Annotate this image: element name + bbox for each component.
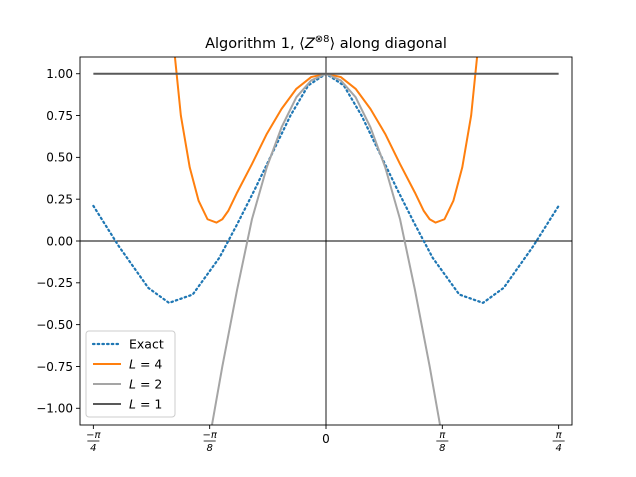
y-tick-label-0: 1.00 bbox=[46, 67, 73, 81]
title-part-before: Algorithm 1, ⟨ bbox=[205, 36, 305, 52]
series-group bbox=[92, 57, 560, 425]
x-axis: −π 4 −π 8 0 π 8 π 4 bbox=[86, 425, 565, 454]
x-tick-denominator-4: 4 bbox=[555, 443, 561, 454]
legend-label-0: Exact bbox=[129, 337, 164, 352]
chart-layer: 1.00 0.75 0.50 0.25 0.00 −0.25 −0.50 −0.75 −1.00… bbox=[36, 34, 573, 454]
y-tick-label-7: −0.75 bbox=[36, 360, 73, 374]
x-tick-denominator-3: 8 bbox=[439, 443, 445, 454]
x-tick-numerator-4: π bbox=[556, 430, 563, 441]
y-tick-label-6: −0.50 bbox=[36, 318, 73, 332]
y-tick-label-2: 0.50 bbox=[46, 151, 73, 165]
y-axis: 1.00 0.75 0.50 0.25 0.00 −0.25 −0.50 −0.75 −1.00 bbox=[36, 67, 80, 416]
legend-label-var-3: L bbox=[129, 397, 136, 412]
x-tick-numerator-1: −π bbox=[202, 430, 217, 441]
title-superscript: ⊗8 bbox=[315, 34, 330, 45]
y-tick-label-5: −0.25 bbox=[36, 276, 73, 290]
legend-label-rest-3: = 1 bbox=[136, 397, 162, 412]
x-tick-label-2: 0 bbox=[322, 432, 330, 446]
title-part-after: ⟩ along diagonal bbox=[330, 36, 447, 52]
x-tick-denominator-0: 4 bbox=[90, 443, 96, 454]
legend-box bbox=[85, 330, 176, 418]
y-tick-label-8: −1.00 bbox=[36, 402, 73, 416]
legend-label-rest-2: = 2 bbox=[136, 377, 162, 392]
x-tick-numerator-0: −π bbox=[86, 430, 101, 441]
x-tick-denominator-1: 8 bbox=[206, 443, 212, 454]
legend-label-3: L = 1 bbox=[129, 397, 162, 412]
legend-label-var-1: L bbox=[129, 357, 136, 372]
x-tick-numerator-3: π bbox=[439, 430, 446, 441]
legend-label-2: L = 2 bbox=[129, 377, 162, 392]
y-tick-label-1: 0.75 bbox=[46, 109, 73, 123]
legend-label-var-2: L bbox=[129, 377, 136, 392]
title-variable: Z bbox=[304, 36, 316, 52]
y-tick-label-3: 0.25 bbox=[46, 192, 73, 206]
legend-label-1: L = 4 bbox=[129, 357, 162, 372]
y-tick-label-4: 0.00 bbox=[46, 234, 73, 248]
chart-title: Algorithm 1, ⟨Z⊗8⟩ along diagonal bbox=[205, 34, 447, 52]
legend-label-rest-1: = 4 bbox=[136, 357, 162, 372]
